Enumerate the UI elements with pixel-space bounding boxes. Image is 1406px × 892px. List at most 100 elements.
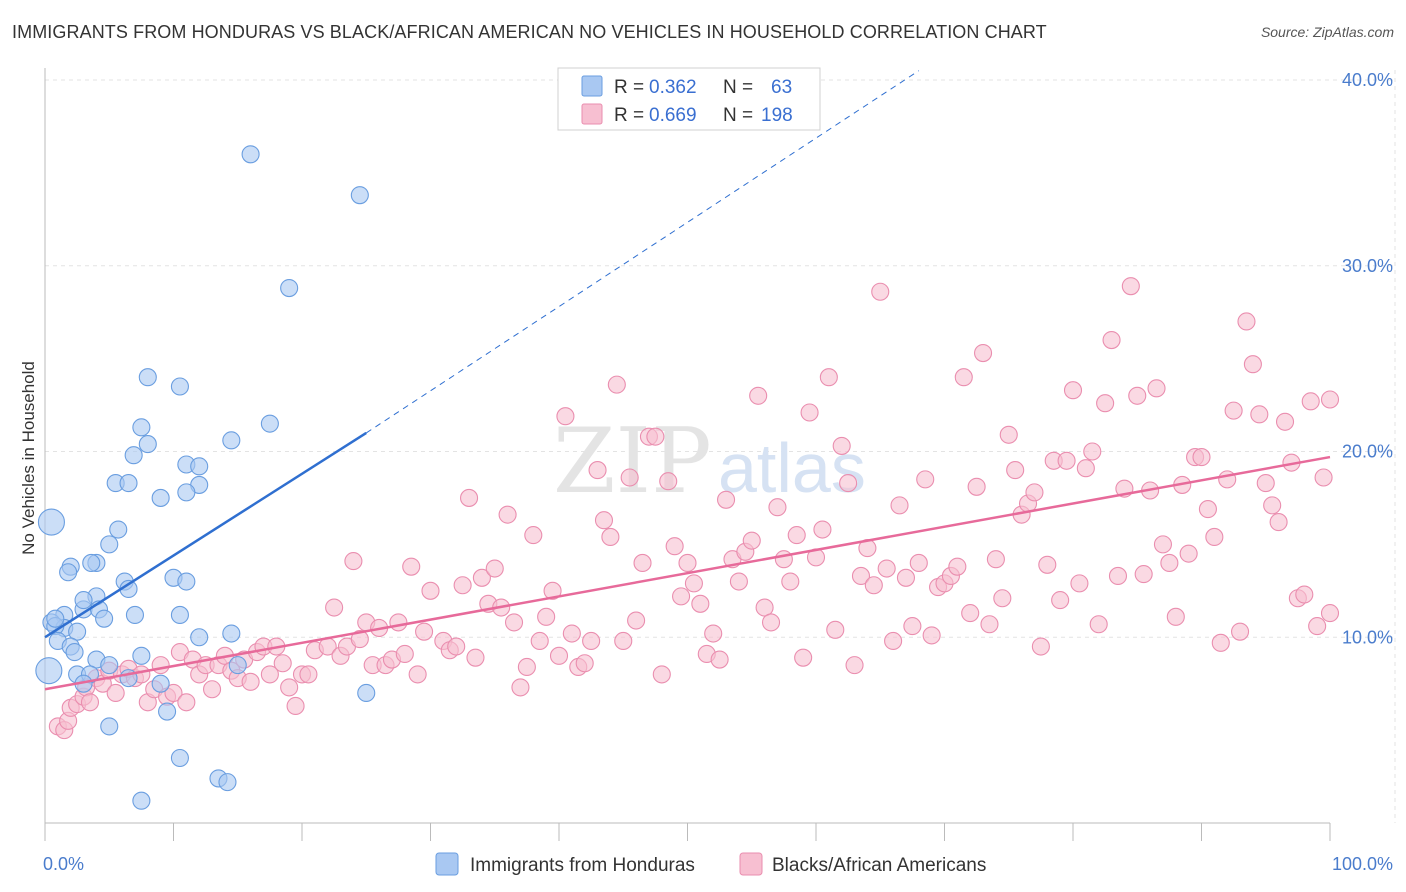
black-african-american-point [999, 425, 1018, 444]
black-african-american-point [466, 648, 485, 667]
honduras-point [357, 683, 376, 703]
black-african-american-point [575, 654, 594, 673]
black-african-american-point [1076, 459, 1095, 478]
black-african-american-point [1128, 386, 1147, 405]
black-african-american-point [1224, 401, 1243, 420]
black-african-american-point [106, 683, 125, 703]
black-african-american-point [80, 693, 100, 712]
black-african-american-point [1231, 622, 1250, 641]
black-african-american-point [395, 644, 414, 664]
black-african-american-point [826, 620, 845, 639]
black-african-american-point [832, 436, 851, 455]
trend-lines [44, 70, 1331, 691]
black-african-american-point [922, 626, 941, 645]
black-african-american-point [241, 672, 260, 691]
legend-n-value-blue: 63 [771, 77, 792, 98]
black-african-american-point [151, 656, 170, 675]
black-african-american-point [1147, 379, 1166, 398]
black-african-american-point [1166, 607, 1185, 626]
black-african-american-point [877, 559, 896, 578]
honduras-point [190, 457, 209, 476]
honduras-point [177, 572, 196, 591]
honduras-point [218, 773, 237, 792]
black-african-american-point [646, 427, 665, 446]
honduras-point [228, 656, 247, 675]
black-african-american-point [1256, 474, 1275, 493]
black-african-american-point [299, 665, 318, 684]
legend-n-label: N = [723, 77, 753, 98]
black-african-american-point [1038, 555, 1057, 574]
black-african-american-point [389, 613, 408, 632]
black-african-american-point [1134, 565, 1153, 584]
series-blacks-african-americans [48, 277, 1340, 740]
black-african-american-point [768, 498, 787, 517]
black-african-american-point [845, 656, 864, 675]
black-african-american-point [672, 587, 691, 606]
black-african-american-point [472, 568, 491, 587]
x-tick-labels: 0.0% 100.0% [43, 854, 1393, 874]
black-african-american-point [774, 550, 793, 569]
black-african-american-point [1025, 483, 1044, 502]
legend-r-value-blue: 0.362 [649, 77, 697, 98]
black-african-american-point [1243, 355, 1262, 374]
black-african-american-point [980, 615, 999, 634]
honduras-point [151, 488, 170, 507]
honduras-point [138, 368, 157, 387]
black-african-american-point [447, 637, 466, 656]
black-african-american-point [1275, 412, 1295, 431]
black-african-american-point [627, 611, 646, 630]
black-african-american-point [1057, 451, 1076, 470]
black-african-american-point [742, 531, 761, 550]
honduras-point [170, 377, 189, 396]
honduras-trend-line [44, 431, 367, 639]
black-african-american-point [684, 574, 703, 593]
black-african-american-point [1096, 394, 1115, 413]
legend-r-label: R = [614, 105, 644, 126]
black-african-american-point [1160, 553, 1179, 573]
black-african-american-point [1108, 566, 1128, 586]
black-african-american-point [1320, 604, 1340, 623]
black-african-american-point [633, 553, 652, 573]
black-african-american-point [1301, 392, 1320, 411]
black-african-american-point [485, 559, 504, 578]
honduras-point [222, 431, 241, 450]
black-african-american-point [530, 631, 549, 651]
black-african-american-point [504, 613, 524, 632]
black-african-american-point [890, 496, 909, 515]
legend-swatch-pink [581, 103, 603, 125]
honduras-point [241, 145, 260, 164]
black-african-american-point [344, 552, 363, 571]
honduras-point [46, 609, 65, 628]
honduras-point [35, 657, 63, 685]
honduras-point [74, 591, 93, 610]
black-african-american-point [704, 624, 723, 643]
black-african-american-point [909, 553, 928, 573]
black-african-american-point [286, 696, 305, 716]
honduras-point [82, 553, 101, 573]
black-african-american-point [1211, 633, 1230, 652]
black-african-american-point [993, 589, 1012, 608]
black-african-american-point [498, 505, 517, 524]
black-african-american-point [280, 678, 299, 697]
black-african-american-point [1121, 277, 1140, 296]
honduras-point [59, 563, 78, 582]
black-african-american-point [607, 375, 626, 394]
honduras-point [100, 535, 119, 554]
black-african-american-point [1192, 448, 1211, 467]
black-african-american-point [614, 631, 633, 651]
black-african-american-point [1269, 513, 1288, 532]
black-african-american-point [1051, 591, 1070, 610]
legend-swatch-honduras [435, 852, 459, 876]
y-tick-label: 30.0% [1342, 256, 1393, 276]
honduras-point [170, 605, 189, 625]
black-african-american-point [1237, 312, 1256, 331]
honduras-point [190, 628, 209, 647]
x-tick-label: 0.0% [43, 854, 84, 874]
black-african-american-trend-line [44, 455, 1331, 691]
black-african-american-point [716, 490, 736, 509]
honduras-point [132, 646, 151, 665]
black-african-american-point [710, 650, 729, 669]
black-african-american-point [787, 526, 806, 545]
y-tick-label: 40.0% [1342, 70, 1393, 90]
